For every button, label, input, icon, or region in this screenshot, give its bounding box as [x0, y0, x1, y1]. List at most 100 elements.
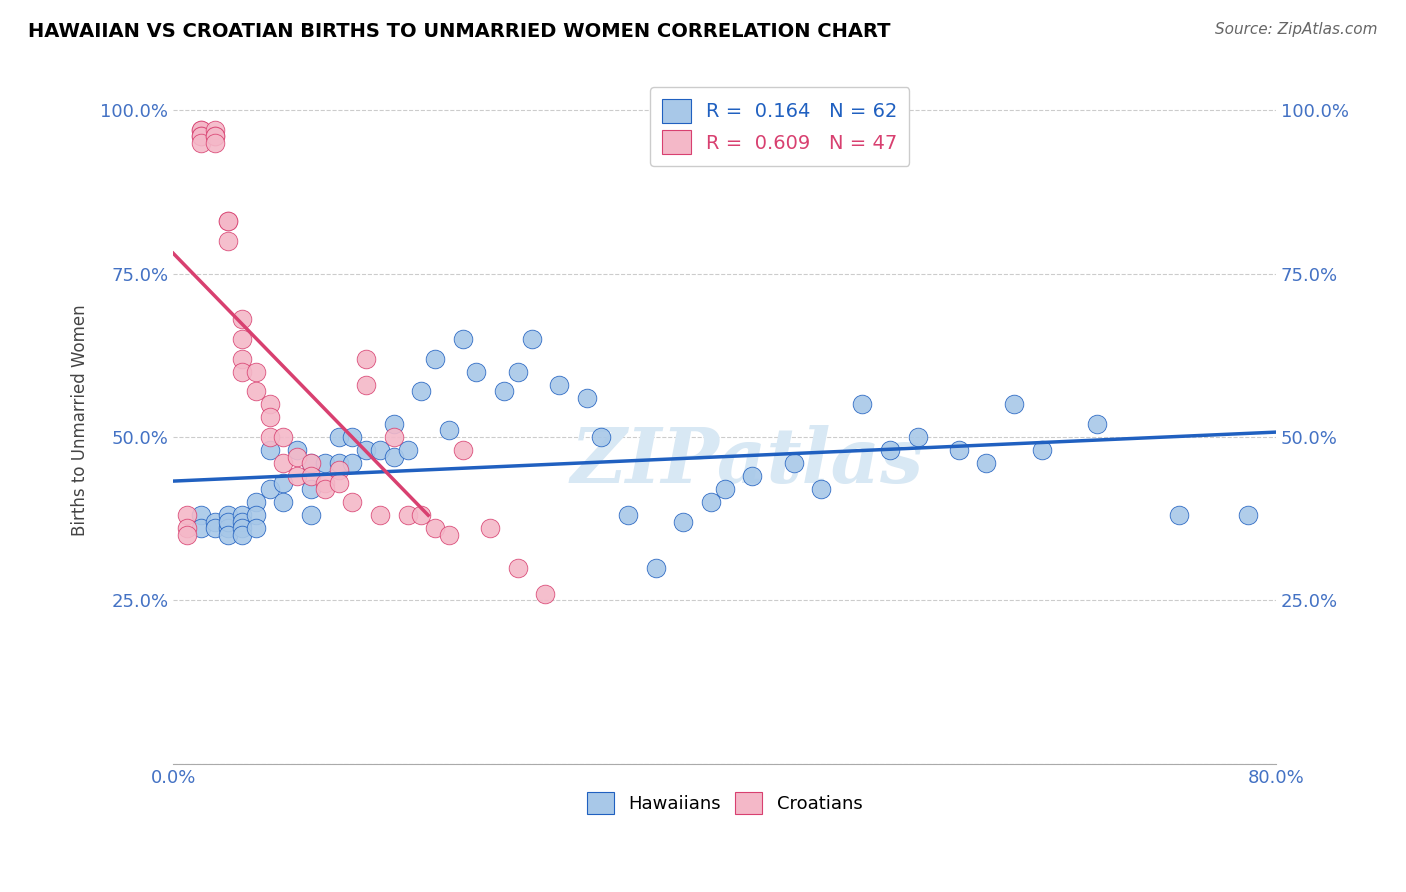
Text: Source: ZipAtlas.com: Source: ZipAtlas.com — [1215, 22, 1378, 37]
Point — [190, 129, 212, 144]
Point — [245, 365, 267, 379]
Point — [368, 443, 391, 458]
Point — [176, 508, 198, 523]
Point — [204, 129, 226, 144]
Point — [342, 456, 364, 470]
Point — [1031, 443, 1053, 458]
Point — [259, 443, 281, 458]
Point — [190, 129, 212, 144]
Point — [520, 332, 543, 346]
Point — [354, 351, 377, 366]
Point — [299, 456, 322, 470]
Point — [259, 430, 281, 444]
Point — [382, 417, 405, 431]
Point — [437, 528, 460, 542]
Point — [217, 508, 239, 523]
Point — [382, 430, 405, 444]
Point — [948, 443, 970, 458]
Point — [396, 443, 419, 458]
Point — [245, 521, 267, 535]
Point — [314, 483, 336, 497]
Point — [273, 430, 295, 444]
Point — [314, 475, 336, 490]
Point — [479, 521, 502, 535]
Point — [672, 515, 695, 529]
Point — [273, 495, 295, 509]
Point — [273, 475, 295, 490]
Point — [810, 483, 832, 497]
Point — [411, 508, 433, 523]
Point — [354, 443, 377, 458]
Point — [231, 365, 253, 379]
Point — [231, 508, 253, 523]
Point — [231, 332, 253, 346]
Point — [534, 587, 557, 601]
Point — [328, 475, 350, 490]
Text: HAWAIIAN VS CROATIAN BIRTHS TO UNMARRIED WOMEN CORRELATION CHART: HAWAIIAN VS CROATIAN BIRTHS TO UNMARRIED… — [28, 22, 890, 41]
Point — [217, 521, 239, 535]
Point — [492, 384, 515, 399]
Point — [328, 456, 350, 470]
Point — [548, 377, 571, 392]
Point — [217, 214, 239, 228]
Point — [700, 495, 723, 509]
Point — [273, 456, 295, 470]
Point — [299, 456, 322, 470]
Point — [314, 456, 336, 470]
Point — [190, 521, 212, 535]
Point — [204, 521, 226, 535]
Point — [231, 351, 253, 366]
Point — [879, 443, 901, 458]
Point — [245, 495, 267, 509]
Point — [217, 515, 239, 529]
Point — [217, 528, 239, 542]
Point — [506, 560, 529, 574]
Text: ZIPatlas: ZIPatlas — [569, 425, 924, 499]
Point — [231, 515, 253, 529]
Point — [204, 136, 226, 150]
Legend: Hawaiians, Croatians: Hawaiians, Croatians — [578, 783, 872, 823]
Point — [245, 384, 267, 399]
Point — [328, 430, 350, 444]
Point — [342, 495, 364, 509]
Point — [259, 483, 281, 497]
Point — [245, 508, 267, 523]
Point — [259, 410, 281, 425]
Point — [423, 351, 446, 366]
Point — [217, 214, 239, 228]
Point — [506, 365, 529, 379]
Point — [299, 469, 322, 483]
Point — [382, 450, 405, 464]
Point — [231, 528, 253, 542]
Point — [907, 430, 929, 444]
Point — [589, 430, 612, 444]
Point — [713, 483, 735, 497]
Point — [437, 424, 460, 438]
Y-axis label: Births to Unmarried Women: Births to Unmarried Women — [72, 305, 89, 536]
Point — [1002, 397, 1025, 411]
Point — [299, 483, 322, 497]
Point — [976, 456, 998, 470]
Point — [396, 508, 419, 523]
Point — [190, 508, 212, 523]
Point — [204, 129, 226, 144]
Point — [1085, 417, 1108, 431]
Point — [354, 377, 377, 392]
Point — [423, 521, 446, 535]
Point — [176, 528, 198, 542]
Point — [465, 365, 488, 379]
Point — [231, 312, 253, 326]
Point — [617, 508, 640, 523]
Point — [1168, 508, 1191, 523]
Point — [644, 560, 666, 574]
Point — [190, 122, 212, 136]
Point — [231, 521, 253, 535]
Point — [190, 136, 212, 150]
Point — [451, 332, 474, 346]
Point — [299, 508, 322, 523]
Point — [328, 463, 350, 477]
Point — [1237, 508, 1260, 523]
Point — [217, 234, 239, 248]
Point — [204, 122, 226, 136]
Point — [342, 430, 364, 444]
